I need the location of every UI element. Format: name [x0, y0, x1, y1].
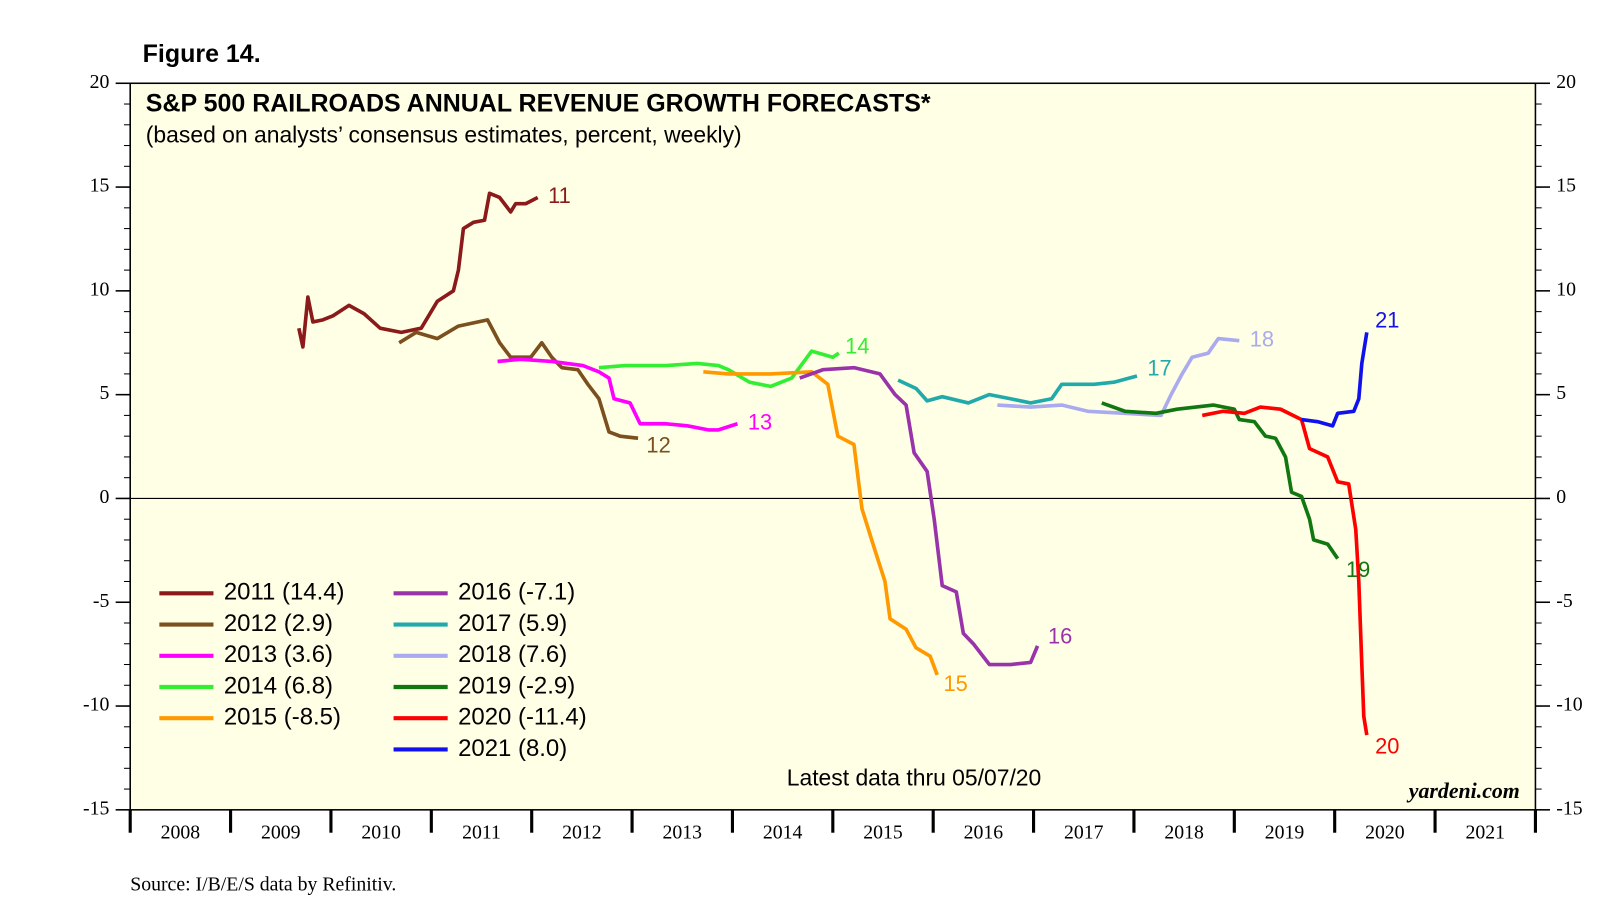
- x-tick-label: 2009: [261, 821, 301, 843]
- y2-tick-label: 5: [1556, 382, 1566, 404]
- y-tick-label: 15: [90, 175, 110, 197]
- y-tick-label: -5: [93, 590, 110, 612]
- y-tick-label: -10: [83, 694, 109, 716]
- series-line: [1301, 332, 1369, 428]
- end-label: 11: [548, 183, 571, 208]
- y-tick-label: -15: [83, 797, 109, 819]
- source-note: Source: I/B/E/S data by Refinitiv.: [130, 873, 396, 895]
- series-line: [1201, 405, 1369, 736]
- legend-label: 2016 (-7.1): [458, 579, 575, 606]
- legend-label: 2017 (5.9): [458, 610, 567, 637]
- x-tick-label: 2019: [1265, 821, 1305, 843]
- y2-tick-label: -5: [1556, 590, 1573, 612]
- legend-label: 2019 (-2.9): [458, 672, 575, 699]
- y2-tick-label: -15: [1556, 797, 1582, 819]
- end-label: 12: [646, 432, 670, 457]
- legend-label: 2018 (7.6): [458, 641, 567, 668]
- legend-label: 2021 (8.0): [458, 735, 567, 762]
- x-tick-label: 2015: [863, 821, 903, 843]
- legend-label: 2014 (6.8): [224, 672, 333, 699]
- x-tick-label: 2008: [161, 821, 201, 843]
- series-line: [799, 365, 1040, 667]
- y-tick-label: 20: [90, 71, 110, 93]
- watermark: yardeni.com: [1406, 779, 1520, 803]
- end-label: 16: [1048, 623, 1072, 648]
- x-tick-label: 2020: [1365, 821, 1405, 843]
- y-tick-label: 10: [90, 278, 110, 300]
- legend-label: 2012 (2.9): [224, 610, 333, 637]
- legend-label: 2015 (-8.5): [224, 704, 341, 731]
- plot-frame: [129, 82, 1537, 811]
- plot-area: [130, 83, 1536, 810]
- chart-subtitle: (based on analysts’ consensus estimates,…: [146, 121, 742, 147]
- x-tick-label: 2012: [562, 821, 602, 843]
- end-label: 13: [748, 409, 772, 434]
- y2-tick-label: 15: [1556, 175, 1576, 197]
- x-tick-label: 2021: [1465, 821, 1505, 843]
- x-tick-label: 2017: [1064, 821, 1104, 843]
- y2-tick-label: 20: [1556, 71, 1576, 93]
- legend-label: 2013 (3.6): [224, 641, 333, 668]
- end-label: 14: [845, 334, 869, 359]
- series-line: [997, 336, 1240, 418]
- series-line: [703, 369, 939, 676]
- x-tick-label: 2010: [361, 821, 401, 843]
- series-line: [897, 374, 1138, 405]
- legend-label: 2020 (-11.4): [458, 704, 587, 731]
- series-line: [398, 318, 639, 441]
- end-label: 15: [943, 671, 967, 696]
- y-tick-label: 5: [99, 382, 109, 404]
- x-tick-label: 2013: [662, 821, 702, 843]
- chart-title: S&P 500 RAILROADS ANNUAL REVENUE GROWTH …: [146, 90, 931, 118]
- end-label: 18: [1250, 326, 1274, 351]
- x-tick-label: 2018: [1164, 821, 1204, 843]
- x-tick-label: 2014: [763, 821, 803, 843]
- x-tick-label: 2016: [964, 821, 1004, 843]
- series-line: [598, 349, 840, 389]
- figure-label: Figure 14.: [143, 40, 261, 68]
- end-label: 17: [1147, 355, 1171, 380]
- y2-tick-label: 10: [1556, 278, 1576, 300]
- series-line: [497, 357, 739, 432]
- legend-label: 2011 (14.4): [224, 579, 345, 606]
- end-label: 21: [1375, 308, 1399, 333]
- y2-tick-label: 0: [1556, 486, 1566, 508]
- y2-tick-label: -10: [1556, 694, 1582, 716]
- annotation: Latest data thru 05/07/20: [787, 765, 1042, 791]
- series-line: [1101, 401, 1340, 560]
- series-line: [297, 191, 539, 349]
- y-tick-label: 0: [99, 486, 109, 508]
- x-tick-label: 2011: [462, 821, 501, 843]
- end-label: 20: [1375, 733, 1399, 758]
